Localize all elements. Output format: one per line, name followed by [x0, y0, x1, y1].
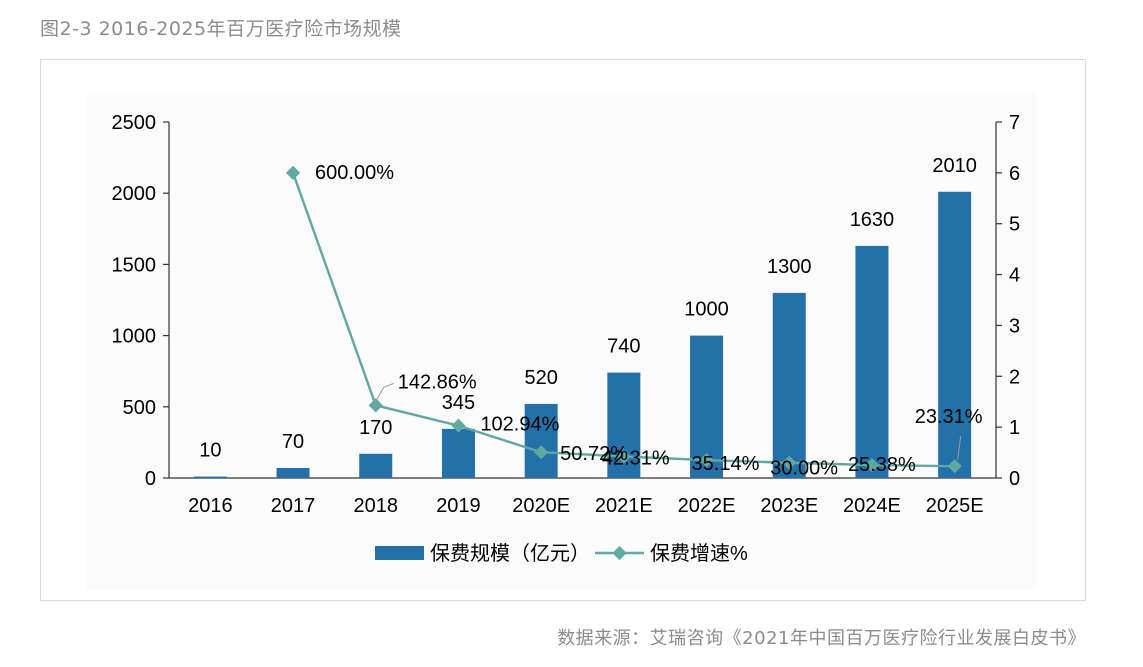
right-tick-label: 5: [1009, 214, 1020, 236]
combo-chart: 0500100015002000250001234567102016702017…: [112, 112, 1021, 565]
legend-bar-swatch: [375, 546, 424, 560]
bar-2016: [193, 476, 227, 479]
bar-value-label: 2010: [932, 155, 977, 177]
growth-point-2023E: [782, 455, 797, 470]
left-tick-label: 2500: [112, 112, 157, 134]
growth-value-label: 30.00%: [770, 458, 838, 480]
growth-value-label: 35.14%: [692, 453, 760, 475]
bar-value-label: 1630: [850, 209, 895, 231]
left-tick-label: 0: [145, 468, 156, 490]
bar-value-label: 1300: [767, 256, 812, 278]
category-label: 2016: [188, 495, 233, 517]
category-label: 2019: [436, 495, 481, 517]
growth-value-label: 23.31%: [915, 406, 983, 428]
category-label: 2020E: [512, 495, 570, 517]
growth-value-label: 42.31%: [602, 447, 670, 469]
legend-bar-label: 保费规模（亿元）: [430, 542, 590, 565]
growth-value-label: 600.00%: [315, 162, 394, 184]
source-note: 数据来源：艾瑞咨询《2021年中国百万医疗险行业发展白皮书》: [557, 628, 1086, 649]
chart-area: 0 500 1000 1500 2000 2500 0 1 2 3 4 5 6 7 10 2016 70 2017…: [86, 93, 1036, 590]
bar-value-label: 170: [359, 417, 392, 439]
left-tick-label: 2000: [112, 183, 157, 205]
bar-2023E: [772, 292, 806, 478]
label-leader-2025: [957, 436, 962, 461]
bar-2024E: [855, 245, 889, 478]
bar-2019: [441, 428, 475, 478]
bar-value-label: 1000: [684, 299, 729, 321]
bar-2025E: [938, 191, 972, 478]
growth-value-label: 25.38%: [848, 454, 916, 476]
right-tick-label: 6: [1009, 163, 1020, 185]
right-tick-label: 0: [1009, 468, 1020, 490]
legend-line-label: 保费增速%: [650, 542, 748, 565]
right-tick-label: 2: [1009, 366, 1020, 388]
bar-value-label: 740: [607, 336, 640, 358]
growth-value-label: 142.86%: [398, 371, 477, 393]
bar-2017: [276, 468, 310, 478]
category-label: 2022E: [678, 495, 736, 517]
growth-point-2018: [368, 398, 383, 413]
growth-point-2021E: [616, 449, 631, 464]
right-tick-label: 1: [1009, 417, 1020, 439]
left-tick-label: 1500: [112, 254, 157, 276]
bar-2018: [359, 453, 393, 478]
growth-point-2019: [451, 418, 466, 433]
figure-title: 图2-3 2016-2025年百万医疗险市场规模: [40, 18, 402, 40]
growth-value-label: 50.72%: [560, 443, 628, 465]
bar-2020E: [524, 403, 558, 478]
growth-point-2024E: [864, 458, 880, 473]
left-tick-label: 1000: [112, 326, 157, 348]
growth-point-2025E: [947, 459, 962, 474]
label-leader-2018: [375, 382, 394, 402]
category-label: 2021E: [595, 495, 653, 517]
growth-value-label: 102.94%: [480, 414, 559, 436]
growth-point-2020E: [534, 445, 549, 460]
right-tick-label: 3: [1009, 315, 1020, 337]
right-tick-label: 7: [1009, 112, 1020, 134]
bar-value-label: 520: [524, 367, 557, 389]
category-label: 2018: [354, 495, 399, 517]
category-label: 2024E: [843, 495, 901, 517]
right-tick-label: 4: [1009, 265, 1020, 287]
left-tick-label: 500: [123, 397, 156, 419]
bar-value-label: 345: [442, 392, 475, 414]
growth-point-2017: [285, 165, 301, 180]
category-label: 2025E: [926, 495, 984, 517]
category-label: 2017: [271, 495, 316, 517]
bar-value-label: 10: [199, 440, 221, 462]
category-label: 2023E: [760, 495, 818, 517]
bar-value-label: 70: [282, 431, 304, 453]
legend-line-marker: [612, 545, 627, 561]
growth-point-2022E: [699, 453, 714, 468]
